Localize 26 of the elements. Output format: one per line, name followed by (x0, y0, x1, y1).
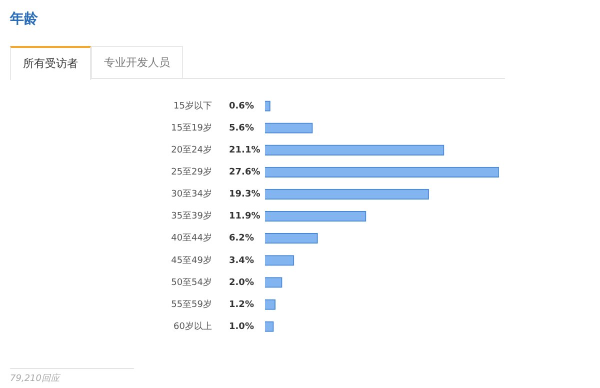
data-label: 5.6% (229, 123, 254, 134)
data-label: 27.6% (229, 168, 260, 178)
y-tick-label: 45至49岁 (171, 254, 212, 266)
data-label: 6.2% (229, 234, 254, 244)
text: 所有受访者 (10, 46, 91, 80)
y-tick-label: 40至44岁 (171, 232, 212, 244)
data-label: 1.2% (229, 300, 254, 310)
data-label: 0.6% (229, 101, 254, 112)
data-label: 11.9% (229, 212, 260, 222)
y-tick-label: 15岁以下 (174, 100, 212, 112)
text: 年龄 (10, 10, 38, 28)
y-tick-label: 35至39岁 (171, 210, 212, 222)
data-label: 21.1% (229, 145, 260, 156)
y-tick-label: 25至29岁 (171, 166, 212, 178)
text: 专业开发人员 (91, 46, 183, 78)
data-label: 3.4% (229, 256, 254, 266)
y-tick-label: 30至34岁 (171, 188, 212, 200)
y-tick-label: 15至19岁 (171, 122, 212, 134)
text: 79,210回应 (10, 368, 134, 385)
y-tick-label: 55至59岁 (171, 298, 212, 310)
data-label: 19.3% (229, 190, 260, 200)
data-label: 1.0% (229, 322, 254, 332)
y-tick-label: 60岁以上 (174, 320, 212, 332)
y-tick-label: 20至24岁 (171, 144, 212, 156)
data-label: 2.0% (229, 278, 254, 288)
y-tick-label: 50至54岁 (171, 276, 212, 288)
